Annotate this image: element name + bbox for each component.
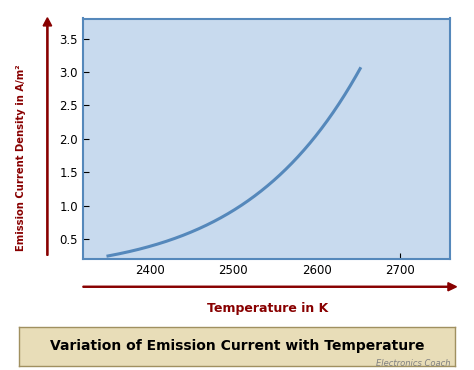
Text: Electronics Coach: Electronics Coach [376, 359, 450, 368]
Text: Variation of Emission Current with Temperature: Variation of Emission Current with Tempe… [50, 339, 424, 353]
Text: Emission Current Density in A/m²: Emission Current Density in A/m² [16, 64, 27, 250]
Text: Temperature in K: Temperature in K [207, 302, 328, 316]
